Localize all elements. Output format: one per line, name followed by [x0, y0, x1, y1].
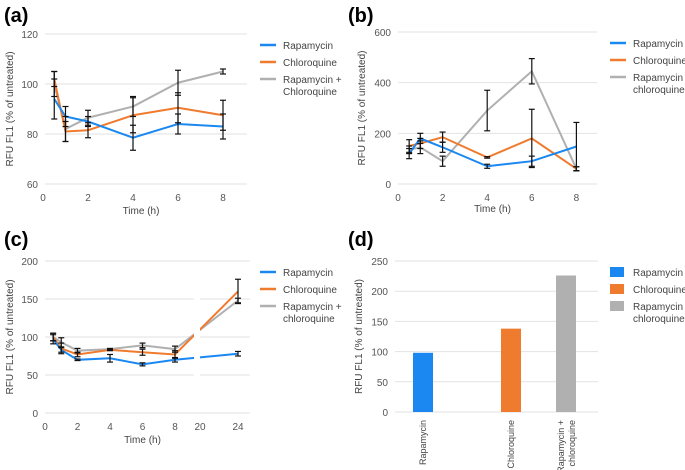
x-tick-label: 2: [85, 193, 91, 204]
legend-swatch: [610, 301, 624, 311]
legend-label: Chloroquine: [633, 285, 685, 296]
bar-1: [501, 328, 521, 412]
x-tick-label: 6: [529, 193, 535, 204]
x-tick-label: 2: [440, 193, 446, 204]
y-tick-label: 200: [21, 257, 38, 268]
series-line-2: [52, 299, 239, 352]
y-tick-label: 400: [374, 79, 391, 90]
y-tick-label: 50: [27, 371, 39, 382]
x-axis-label: Time (h): [474, 204, 511, 215]
y-tick-label: 100: [21, 80, 38, 91]
y-axis-label: RFU FL1 (% of untreated): [357, 50, 368, 165]
y-tick-label: 100: [371, 348, 388, 359]
x-tick-label: 0: [42, 422, 48, 433]
series-line-2: [408, 69, 578, 170]
legend-label: Chloroquine: [283, 285, 337, 296]
x-tick-label: 6: [175, 193, 181, 204]
legend-label: Rapamycin: [283, 41, 333, 52]
panel-label: (b): [348, 5, 374, 27]
legend-label: Rapamycin +: [283, 302, 342, 313]
x-tick-label: 0: [40, 193, 46, 204]
x-tick-label: 20: [194, 422, 206, 433]
y-tick-label: 200: [374, 129, 391, 140]
x-tick-label: 8: [220, 193, 226, 204]
legend-label: Chloroquine: [633, 56, 685, 67]
legend-label: Rapamycin +: [633, 73, 685, 84]
y-tick-label: 60: [27, 180, 39, 191]
axis-break: [194, 281, 200, 393]
y-tick-label: 0: [382, 408, 388, 419]
bar-0: [413, 352, 433, 412]
x-tick-label: Rapamycin: [418, 420, 428, 465]
x-tick-label: 24: [232, 422, 244, 433]
x-tick-label: Rapamycin +: [556, 420, 566, 470]
legend-label-cont: chloroquine: [283, 314, 335, 325]
x-tick-label: 2: [75, 422, 81, 433]
y-tick-label: 0: [385, 180, 391, 191]
x-tick-label: 4: [484, 193, 490, 204]
y-axis-label: RFU FL1 (% of untreated): [354, 279, 365, 394]
x-tick-label: Chloroquine: [506, 420, 516, 469]
legend-label-cont: Chloroquine: [283, 87, 337, 98]
legend-label: Rapamycin: [633, 39, 683, 50]
series-line-0: [53, 98, 224, 139]
x-tick-label-cont: chloroquine: [567, 420, 577, 467]
series-line-1: [53, 78, 224, 133]
y-tick-label: 250: [371, 257, 388, 268]
y-tick-label: 600: [374, 28, 391, 39]
legend-label: Chloroquine: [283, 58, 337, 69]
x-tick-label: 8: [172, 422, 178, 433]
y-tick-label: 0: [32, 409, 38, 420]
x-tick-label: 0: [395, 193, 401, 204]
x-axis-label: Time (h): [124, 435, 161, 446]
x-tick-label: 6: [140, 422, 146, 433]
legend-label: Rapamycin: [283, 268, 333, 279]
legend-swatch: [610, 284, 624, 294]
legend-label: Rapamycin +: [633, 302, 685, 313]
legend-label: Rapamycin: [633, 268, 683, 279]
y-tick-label: 150: [21, 295, 38, 306]
panel-label: (c): [4, 229, 28, 251]
x-tick-label: 8: [574, 193, 580, 204]
y-tick-label: 120: [21, 30, 38, 41]
legend-swatch: [610, 267, 624, 277]
y-tick-label: 150: [371, 317, 388, 328]
y-tick-label: 100: [21, 333, 38, 344]
y-tick-label: 200: [371, 287, 388, 298]
legend-label-cont: chloroquine: [633, 314, 685, 325]
y-tick-label: 80: [27, 130, 39, 141]
panel-label: (d): [348, 229, 374, 251]
x-tick-label: 4: [107, 422, 113, 433]
bar-2: [556, 275, 576, 412]
legend-label: Rapamycin +: [283, 75, 342, 86]
y-axis-label: RFU FL1 (% of untreated): [5, 279, 16, 394]
y-tick-label: 50: [377, 378, 389, 389]
legend-label-cont: chloroquine: [633, 85, 685, 96]
x-tick-label: 4: [130, 193, 136, 204]
series-line-1: [408, 136, 577, 170]
x-axis-label: Time (h): [123, 206, 160, 217]
y-axis-label: RFU FL1 (% of untreated): [5, 51, 16, 166]
panel-label: (a): [4, 5, 28, 27]
